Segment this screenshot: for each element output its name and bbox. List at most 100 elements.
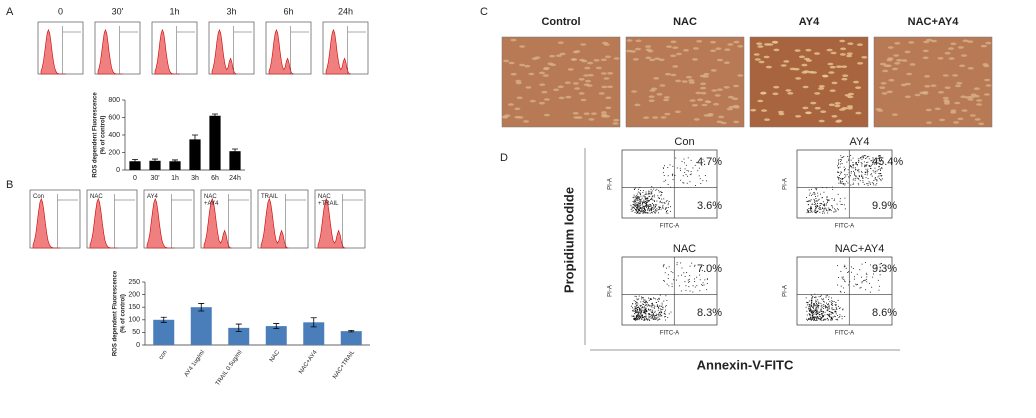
- event-dot: [635, 315, 637, 317]
- histogram: [89, 197, 118, 249]
- cell: [672, 46, 679, 49]
- event-dot: [808, 300, 810, 302]
- event-dot: [857, 158, 859, 160]
- event-dot: [817, 310, 819, 312]
- event-dot: [653, 312, 654, 314]
- event-dot: [846, 161, 848, 163]
- event-dot: [638, 196, 639, 198]
- cell: [696, 40, 703, 43]
- event-dot: [639, 305, 641, 306]
- event-dot: [832, 312, 834, 314]
- event-dot: [869, 182, 871, 184]
- event-dot: [637, 209, 639, 211]
- cell: [956, 81, 963, 85]
- event-dot: [651, 212, 653, 213]
- event-dot: [684, 281, 686, 283]
- cell: [612, 122, 619, 125]
- cell: [715, 47, 722, 50]
- cell: [695, 91, 702, 95]
- event-dot: [660, 309, 662, 310]
- event-dot: [844, 169, 845, 170]
- cell: [733, 84, 739, 88]
- event-dot: [808, 208, 810, 209]
- cell: [519, 45, 526, 48]
- event-dot: [806, 318, 807, 320]
- event-dot: [819, 319, 821, 321]
- cell: [760, 92, 767, 95]
- cell: [944, 86, 951, 89]
- event-dot: [634, 313, 636, 315]
- event-dot: [658, 312, 660, 313]
- event-dot: [644, 206, 646, 208]
- event-dot: [665, 179, 666, 181]
- cell: [634, 103, 641, 107]
- event-dot: [652, 312, 653, 313]
- event-dot: [866, 174, 868, 176]
- cell: [831, 81, 838, 85]
- event-dot: [821, 316, 823, 318]
- event-dot: [640, 201, 642, 203]
- cell: [891, 113, 898, 116]
- event-dot: [830, 317, 832, 318]
- cell: [718, 115, 725, 119]
- event-dot: [854, 174, 855, 176]
- event-dot: [641, 310, 642, 312]
- event-dot: [876, 170, 878, 172]
- cell: [861, 56, 868, 59]
- event-dot: [824, 305, 826, 307]
- event-dot: [642, 203, 643, 204]
- panel-label: C: [480, 6, 488, 18]
- event-dot: [852, 268, 854, 269]
- event-dot: [853, 164, 855, 165]
- cell: [626, 39, 633, 42]
- event-dot: [819, 203, 821, 204]
- event-dot: [834, 315, 835, 317]
- event-dot: [663, 280, 665, 281]
- event-dot: [648, 304, 650, 306]
- histogram: [146, 197, 175, 249]
- event-dot: [845, 175, 847, 177]
- event-dot: [814, 316, 816, 318]
- event-dot: [807, 201, 809, 202]
- event-dot: [645, 198, 646, 200]
- event-dot: [650, 305, 652, 307]
- event-dot: [817, 299, 819, 301]
- event-dot: [823, 318, 825, 320]
- event-dot: [815, 299, 817, 301]
- event-dot: [648, 317, 650, 318]
- event-dot: [858, 171, 860, 173]
- event-dot: [850, 171, 852, 172]
- event-dot: [815, 296, 817, 298]
- cell: [601, 115, 608, 118]
- event-dot: [820, 296, 822, 297]
- event-dot: [839, 175, 840, 176]
- cell: [631, 90, 638, 93]
- event-dot: [641, 210, 642, 212]
- event-dot: [820, 308, 822, 310]
- event-dot: [672, 272, 674, 274]
- event-dot: [863, 161, 865, 163]
- plot-axis-label: FITC-A: [835, 331, 854, 337]
- event-dot: [684, 168, 686, 170]
- event-dot: [865, 262, 866, 263]
- cell: [600, 111, 607, 114]
- event-dot: [663, 202, 665, 203]
- event-dot: [706, 180, 707, 182]
- event-dot: [649, 204, 651, 206]
- event-dot: [645, 203, 647, 205]
- event-dot: [815, 307, 817, 308]
- event-dot: [670, 311, 672, 313]
- event-dot: [635, 196, 637, 198]
- cell: [654, 57, 661, 60]
- event-dot: [861, 263, 863, 265]
- cell: [882, 69, 889, 73]
- event-dot: [642, 192, 644, 194]
- event-dot: [707, 278, 708, 280]
- event-dot: [645, 313, 646, 315]
- event-dot: [658, 298, 660, 300]
- event-dot: [878, 155, 879, 157]
- event-dot: [633, 199, 635, 201]
- event-dot: [659, 314, 661, 315]
- event-dot: [819, 205, 821, 206]
- event-dot: [839, 180, 841, 182]
